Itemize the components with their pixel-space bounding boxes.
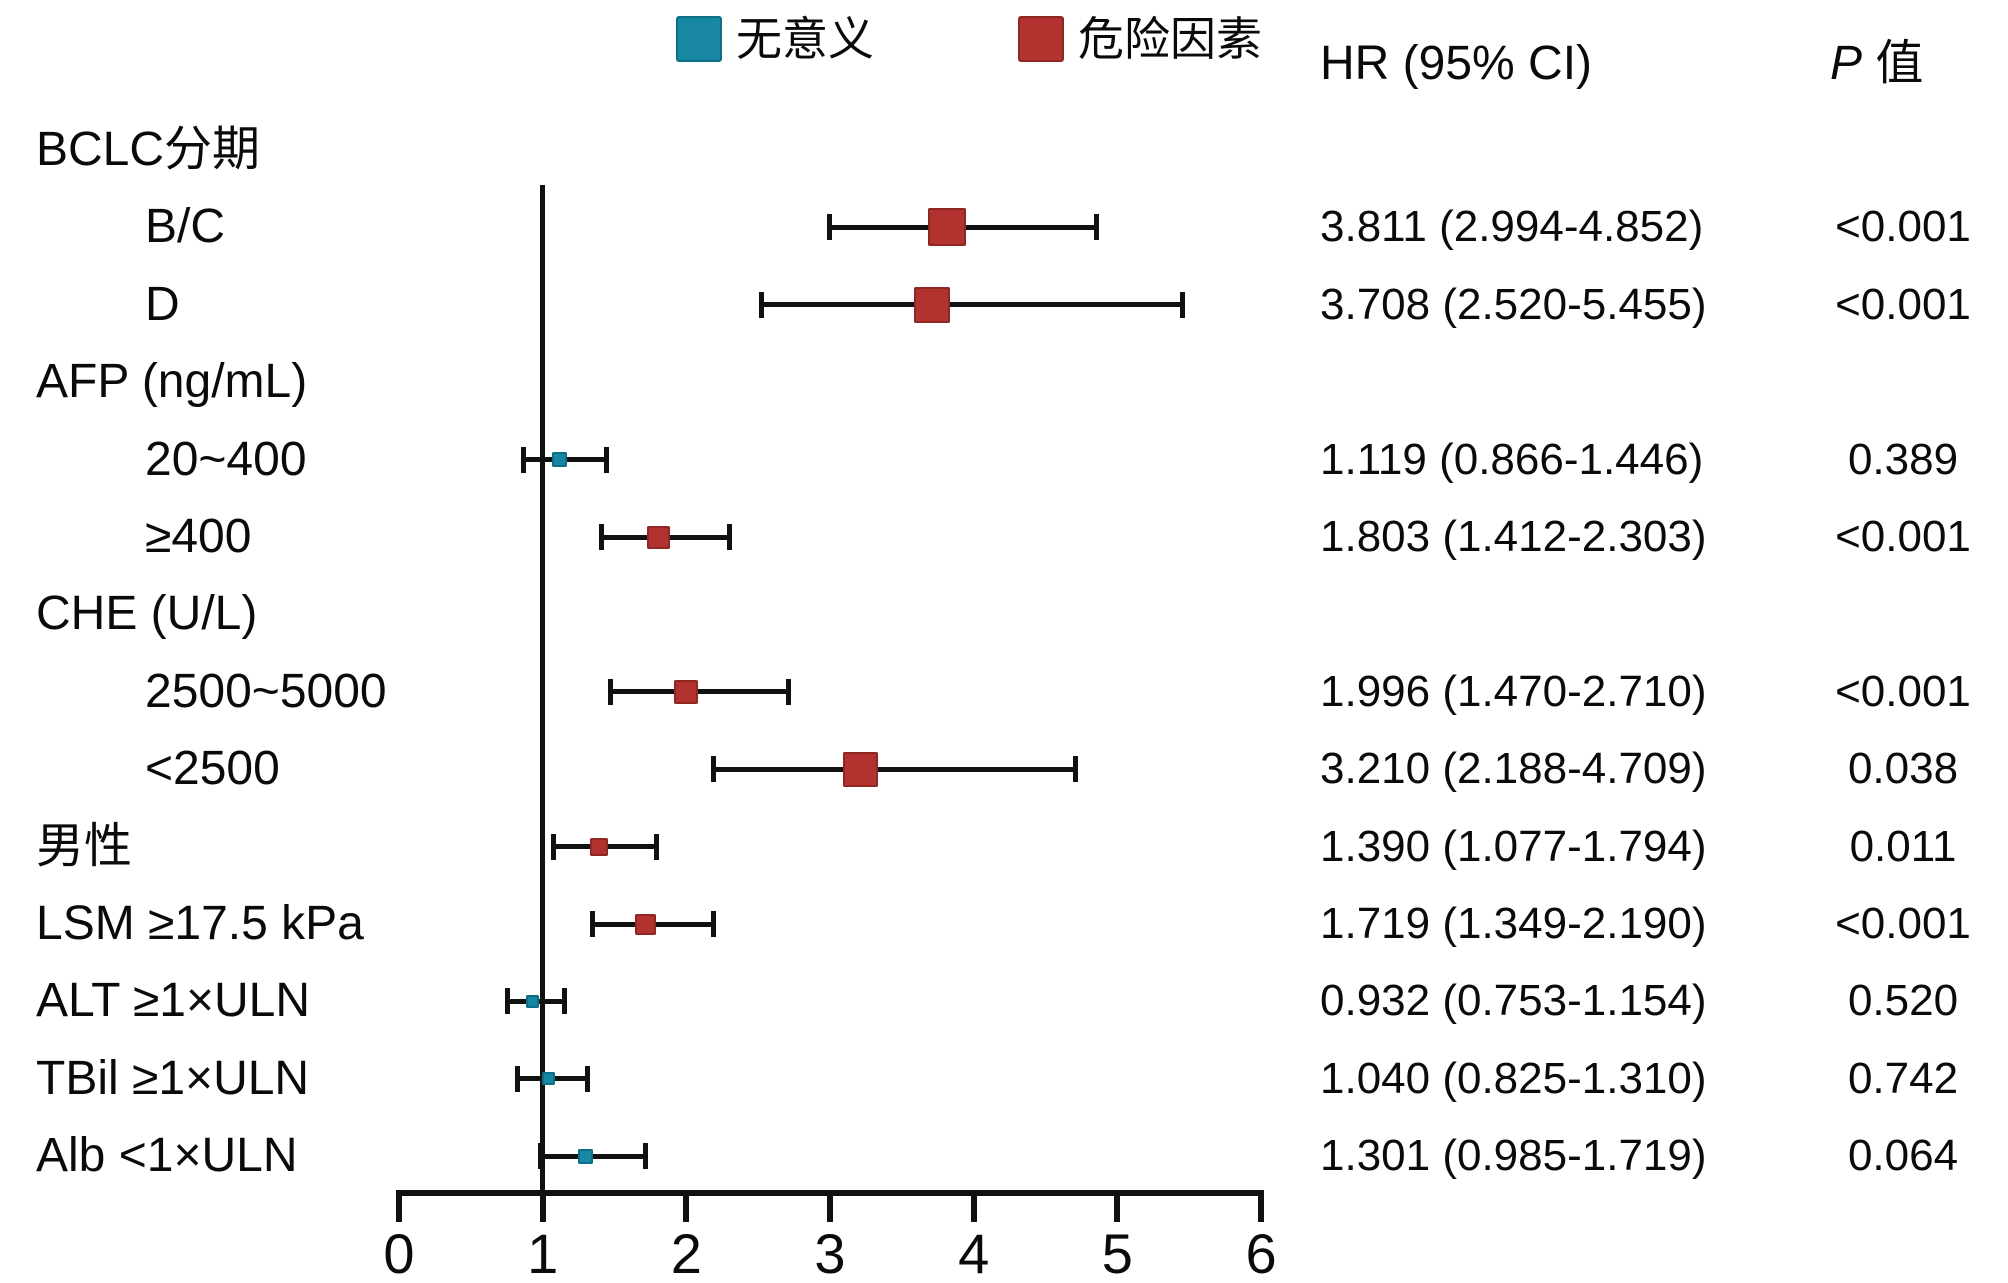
ci-cap-low — [590, 911, 596, 937]
ci-cap-low — [710, 756, 716, 783]
hr-point-marker — [646, 525, 670, 549]
x-axis-tick — [1258, 1196, 1265, 1222]
hr-ci-value: 0.932 (0.753-1.154) — [1320, 976, 1707, 1026]
ci-whisker-line — [610, 689, 789, 695]
ci-cap-high — [785, 678, 791, 705]
hr-point-marker — [913, 286, 950, 323]
ci-cap-low — [607, 678, 613, 705]
row-label: 20~400 — [145, 432, 307, 486]
p-value: 0.064 — [1847, 1131, 1959, 1181]
group-label: BCLC分期 — [36, 123, 261, 176]
x-axis-tick — [1114, 1196, 1121, 1222]
ci-cap-low — [538, 1143, 543, 1170]
hr-ci-value: 3.708 (2.520-5.455) — [1320, 279, 1707, 329]
p-value: <0.001 — [1835, 279, 1971, 329]
ci-cap-high — [1180, 291, 1186, 318]
p-value: 0.011 — [1849, 821, 1957, 871]
x-axis-tick-label: 2 — [670, 1222, 702, 1283]
hr-ci-value: 1.301 (0.985-1.719) — [1320, 1131, 1707, 1181]
ci-cap-high — [654, 833, 660, 860]
ci-cap-low — [599, 524, 605, 550]
hr-ci-value: 1.996 (1.470-2.710) — [1320, 666, 1707, 716]
hr-ci-value: 1.040 (0.825-1.310) — [1320, 1053, 1707, 1103]
legend-label-not-significant: 无意义 — [736, 13, 874, 65]
legend: 无意义 危险因素 — [676, 14, 1262, 64]
x-axis-tick-label: 0 — [383, 1222, 415, 1283]
legend-label-risk-factor: 危险因素 — [1078, 13, 1262, 65]
hr-ci-value: 1.119 (0.866-1.446) — [1320, 434, 1704, 484]
row-label: ≥400 — [145, 510, 252, 563]
ci-cap-low — [826, 214, 832, 241]
x-axis-line — [396, 1190, 1265, 1196]
hr-point-marker — [526, 994, 540, 1008]
p-column-header: P 值 — [1830, 36, 1923, 92]
p-value: 0.520 — [1847, 976, 1959, 1026]
ci-cap-high — [643, 1143, 649, 1170]
hr-ci-value: 3.811 (2.994-4.852) — [1320, 202, 1704, 252]
hr-ci-value: 3.210 (2.188-4.709) — [1320, 744, 1707, 794]
hr-point-marker — [552, 452, 568, 468]
ci-cap-high — [604, 446, 610, 473]
x-axis-tick-label: 5 — [1101, 1222, 1133, 1283]
row-label: ALT ≥1×ULN — [36, 974, 311, 1028]
p-header-italic: P — [1830, 37, 1863, 90]
hr-ci-value: 1.719 (1.349-2.190) — [1320, 899, 1707, 948]
ci-cap-high — [1093, 214, 1099, 241]
hr-column-header: HR (95% CI) — [1320, 37, 1593, 90]
row-label: D — [145, 277, 180, 331]
group-label: CHE (U/L) — [36, 587, 258, 641]
x-axis-tick — [827, 1196, 833, 1222]
x-axis-tick-label: 4 — [958, 1222, 990, 1283]
x-axis-tick — [539, 1196, 546, 1222]
not-significant-swatch-icon — [676, 16, 722, 62]
ci-cap-high — [727, 524, 733, 550]
p-value: 0.038 — [1847, 744, 1959, 794]
ci-cap-low — [504, 988, 510, 1015]
ci-whisker-line — [713, 766, 1076, 772]
hr-point-marker — [589, 837, 608, 856]
hr-point-marker — [927, 208, 966, 247]
reference-line-hr1 — [540, 185, 546, 1196]
p-value: <0.001 — [1835, 512, 1971, 561]
ci-cap-low — [515, 1065, 521, 1092]
hr-ci-value: 1.390 (1.077-1.794) — [1320, 821, 1707, 871]
hr-point-marker — [673, 679, 698, 704]
p-value: <0.001 — [1835, 202, 1971, 252]
row-label: B/C — [145, 200, 226, 254]
hr-ci-value: 1.803 (1.412-2.303) — [1320, 512, 1707, 561]
p-value: <0.001 — [1835, 666, 1971, 716]
ci-cap-high — [584, 1065, 590, 1092]
row-label: Alb <1×ULN — [36, 1129, 298, 1183]
ci-cap-low — [758, 291, 764, 318]
ci-cap-high — [562, 988, 568, 1015]
x-axis-tick-label: 3 — [814, 1222, 846, 1283]
p-value: 0.389 — [1847, 434, 1959, 484]
x-axis-tick — [683, 1196, 690, 1222]
ci-cap-high — [1073, 756, 1079, 783]
hr-point-marker — [541, 1072, 555, 1086]
ci-cap-low — [520, 446, 526, 473]
group-label: AFP (ng/mL) — [36, 355, 308, 409]
x-axis-tick-label: 1 — [527, 1222, 559, 1283]
row-label: 2500~5000 — [145, 664, 387, 718]
row-label: <2500 — [145, 742, 280, 796]
p-header-rest: 值 — [1875, 37, 1924, 90]
x-axis-tick — [396, 1196, 402, 1222]
x-axis-tick-label: 6 — [1245, 1222, 1277, 1283]
x-axis-tick — [970, 1196, 977, 1222]
ci-cap-high — [711, 911, 717, 937]
ci-whisker-line — [761, 302, 1183, 308]
row-label: TBil ≥1×ULN — [36, 1051, 310, 1105]
hr-point-marker — [842, 751, 878, 787]
hr-point-marker — [635, 913, 657, 935]
row-label: 男性 — [36, 819, 133, 873]
p-value: 0.742 — [1847, 1053, 1959, 1103]
ci-cap-low — [551, 833, 557, 860]
risk-factor-swatch-icon — [1018, 16, 1064, 62]
ci-whisker-line — [540, 1153, 646, 1159]
row-label: LSM ≥17.5 kPa — [36, 897, 364, 950]
hr-point-marker — [578, 1148, 594, 1164]
p-value: <0.001 — [1835, 899, 1971, 948]
